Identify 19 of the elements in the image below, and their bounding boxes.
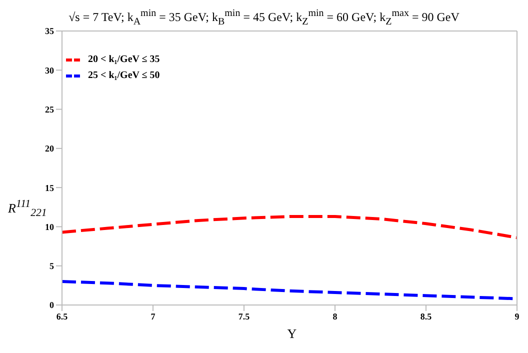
y-tick-label: 35: [45, 26, 54, 36]
legend-label: 20 < k₁/GeV ≤ 35: [88, 53, 160, 67]
x-axis-title: Y: [286, 326, 298, 342]
y-tick-label: 5: [50, 261, 54, 272]
x-tick-label: 7: [150, 311, 156, 322]
y-tick-label: 0: [50, 300, 54, 310]
x-tick-label: 8: [332, 311, 338, 322]
chart-title: √s = 7 TeV; k$_{A}$$^{min}$ = 35 GeV; k$_{B}$$^{min}$ = 45 GeV; k$_{Z}$$^{min}$ = 60 GeV; k$_{Z}$$^{max}$ = 90 GeV: [68, 8, 460, 28]
y-tick-label: 15: [45, 182, 54, 193]
y-tick-label: 20: [45, 144, 54, 154]
x-tick-label: 6.5: [56, 311, 68, 322]
y-tick-label: 30: [45, 65, 54, 76]
y-tick-label: 25: [45, 104, 54, 114]
y-tick-label: 10: [45, 222, 54, 232]
x-tick-label: 8.5: [420, 311, 432, 322]
x-tick-label: 9: [514, 311, 520, 322]
x-tick-label: 7.5: [238, 311, 250, 322]
line-series: [62, 215, 517, 240]
legend-label: 25 < k₁/GeV ≤ 50: [88, 69, 160, 83]
